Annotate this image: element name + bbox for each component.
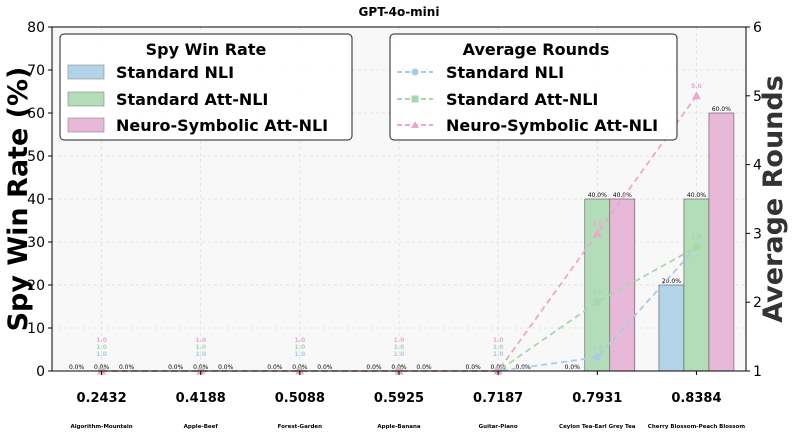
bar-value-label: 0.0% (69, 364, 85, 371)
x-tick-category-label: Algorithm-Mountain (70, 424, 132, 430)
bar-value-label: 40.0% (588, 192, 607, 199)
rounds-value-label: 5.0 (691, 83, 702, 90)
bar-value-label: 0.0% (218, 364, 234, 371)
x-tick-score-label: 0.5088 (275, 391, 325, 406)
rounds-marker (593, 298, 601, 306)
bar-value-label: 40.0% (613, 192, 632, 199)
rounds-value-label: 3.0 (592, 220, 603, 227)
bar-value-label: 0.0% (119, 364, 135, 371)
rounds-marker (593, 353, 601, 361)
y-tick-label-left: 60 (27, 106, 45, 122)
rounds-value-label: 1.0 (96, 337, 107, 344)
x-tick-score-label: 0.7187 (473, 391, 523, 406)
legend-bars-title: Spy Win Rate (146, 40, 267, 59)
rounds-value-label: 1.2 (592, 344, 603, 351)
bar (609, 198, 636, 372)
y-tick-label-left: 40 (27, 192, 45, 208)
legend-line-label-neuro-symbolic-att-nli: Neuro-Symbolic Att-NLI (446, 116, 658, 135)
bar-value-label: 0.0% (267, 364, 283, 371)
rounds-value-label: 1.0 (394, 337, 405, 344)
legend-bar-label-standard-att-nli: Standard Att-NLI (116, 90, 268, 109)
bar-value-label: 60.0% (712, 106, 731, 113)
axis-ticks: 0 10 20 30 40 50 60 70 80 1 2 3 4 5 6 0.2432 Algorithm-M… (27, 20, 762, 430)
x-tick-score-label: 0.2432 (76, 391, 126, 406)
legend-swatch-neuro-symbolic-att-nli (67, 117, 105, 133)
legend-line-label-standard-nli: Standard NLI (446, 63, 564, 82)
rounds-value-label: 2.0 (592, 289, 603, 296)
bar-value-label: 0.0% (168, 364, 184, 371)
rounds-marker (592, 228, 602, 237)
legend-marker-square (411, 95, 419, 103)
x-tick-score-label: 0.4188 (176, 391, 226, 406)
rounds-value-label: 1.0 (493, 344, 504, 351)
y-tick-label-left: 20 (27, 278, 45, 294)
y-axis-label-right: Average Rounds (758, 75, 789, 323)
x-tick-category-label: Apple-Banana (377, 424, 420, 430)
rounds-value-label: 1.0 (195, 351, 206, 358)
bar-value-label: 20.0% (662, 278, 681, 285)
bar-value-label: 0.0% (366, 364, 382, 371)
rounds-value-label: 1.0 (195, 344, 206, 351)
rounds-value-label: 1.0 (195, 337, 206, 344)
rounds-value-label: 1.0 (295, 344, 306, 351)
bar (658, 284, 685, 372)
x-tick-category-label: Forest-Garden (278, 424, 323, 430)
rounds-value-label: 1.0 (394, 351, 405, 358)
y-tick-label-right: 4 (753, 158, 762, 174)
rounds-marker (691, 91, 701, 100)
bar (708, 112, 735, 372)
legend-spy-win-rate: Spy Win Rate Standard NLI Standard Att-N… (59, 33, 353, 141)
rounds-value-label: 1.0 (493, 337, 504, 344)
x-tick-score-label: 0.5925 (374, 391, 424, 406)
bar-value-label: 0.0% (317, 364, 333, 371)
x-tick-category-label: Guitar-Piano (479, 424, 518, 430)
x-tick-category-label: Cherry Blossom-Peach Blossom (648, 424, 746, 430)
bar (683, 198, 710, 372)
legend-swatch-standard-nli (67, 64, 105, 80)
y-tick-label-left: 70 (27, 63, 45, 79)
legend-bar-label-standard-nli: Standard NLI (116, 63, 234, 82)
bar-value-label: 0.0% (466, 364, 482, 371)
legend-marker-triangle (411, 121, 419, 128)
rounds-value-label: 2.8 (691, 234, 702, 241)
x-tick-score-label: 0.7931 (572, 391, 622, 406)
chart-title: GPT-4o-mini (359, 5, 440, 19)
y-tick-label-right: 1 (753, 364, 762, 380)
y-tick-label-left: 0 (36, 364, 45, 380)
rounds-value-label: 1.0 (295, 337, 306, 344)
rounds-value-label: 1.0 (96, 344, 107, 351)
rounds-value-label: 1.0 (96, 351, 107, 358)
legend-swatch-standard-att-nli (67, 91, 105, 107)
y-tick-label-right: 5 (753, 89, 762, 105)
y-tick-label-left: 50 (27, 149, 45, 165)
bar-value-label: 0.0% (565, 364, 581, 371)
y-tick-label-left: 10 (27, 321, 45, 337)
bar-value-label: 40.0% (687, 192, 706, 199)
legend-bar-label-neuro-symbolic-att-nli: Neuro-Symbolic Att-NLI (116, 116, 328, 135)
rounds-value-label: 1.0 (394, 344, 405, 351)
y-tick-label-left: 30 (27, 235, 45, 251)
x-tick-category-label: Ceylon Tea-Earl Grey Tea (559, 424, 636, 430)
y-axis-label-left: Spy Win Rate (%) (3, 67, 34, 332)
rounds-value-label: 1.0 (295, 351, 306, 358)
x-tick-score-label: 0.8384 (671, 391, 721, 406)
legend-lines-title: Average Rounds (463, 40, 610, 59)
bar-value-label: 0.0% (416, 364, 432, 371)
legend-average-rounds: Average Rounds Standard NLI Standard Att… (389, 33, 678, 141)
legend-marker-circle (411, 68, 419, 76)
x-tick-category-label: Apple-Beef (184, 424, 219, 430)
plot-frame (51, 26, 747, 372)
bars (584, 112, 735, 372)
y-tick-label-right: 2 (753, 295, 762, 311)
rounds-value-label: 1.0 (493, 351, 504, 358)
y-tick-label-right: 3 (753, 226, 762, 242)
legend-line-label-standard-att-nli: Standard Att-NLI (446, 90, 598, 109)
rounds-value-label: 2.8 (691, 234, 702, 241)
rounds-marker (692, 243, 700, 251)
y-tick-label-right: 6 (753, 20, 762, 36)
y-tick-label-left: 80 (27, 20, 45, 36)
